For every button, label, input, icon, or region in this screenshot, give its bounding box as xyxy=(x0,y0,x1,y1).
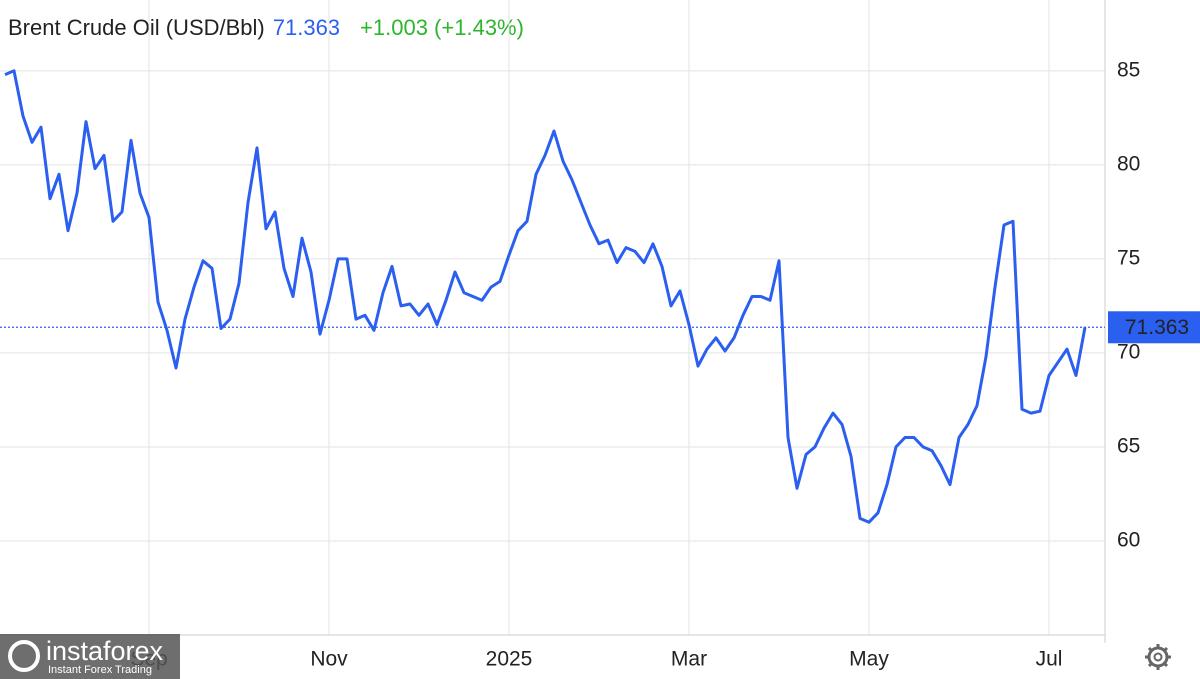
last-price-badge xyxy=(1108,311,1200,344)
y-tick-label: 75 xyxy=(1117,246,1140,269)
watermark: instaforex Instant Forex Trading xyxy=(0,634,180,679)
gear-ring[interactable] xyxy=(1147,646,1169,668)
price: 71.363 xyxy=(273,15,340,40)
gear-teeth[interactable] xyxy=(1145,644,1171,670)
settings-icon[interactable] xyxy=(1145,644,1171,670)
y-tick-label: 80 xyxy=(1117,152,1140,175)
x-tick-label: Jul xyxy=(1036,648,1063,671)
last-price-label: 71.363 xyxy=(1125,316,1189,339)
title: Brent Crude Oil (USD/Bbl) xyxy=(8,15,265,40)
x-tick-label: May xyxy=(849,648,889,671)
gear-hub[interactable] xyxy=(1153,652,1163,662)
y-tick-label: 60 xyxy=(1117,529,1140,552)
y-tick-label: 70 xyxy=(1117,340,1140,363)
y-tick-label: 85 xyxy=(1117,58,1140,81)
watermark-brand: instaforex xyxy=(46,636,164,666)
watermark-logo xyxy=(8,640,40,672)
x-tick-label: Mar xyxy=(671,648,707,671)
x-tick-label: 2025 xyxy=(486,648,533,671)
price-line xyxy=(4,69,1087,524)
change: +1.003 (+1.43%) xyxy=(360,15,524,40)
y-tick-label: 65 xyxy=(1117,434,1140,457)
chart-title: Brent Crude Oil (USD/Bbl) 71.363 +1.003 (+… xyxy=(8,15,524,40)
watermark-tagline: Instant Forex Trading xyxy=(48,664,152,676)
x-tick-label: Nov xyxy=(310,648,348,671)
